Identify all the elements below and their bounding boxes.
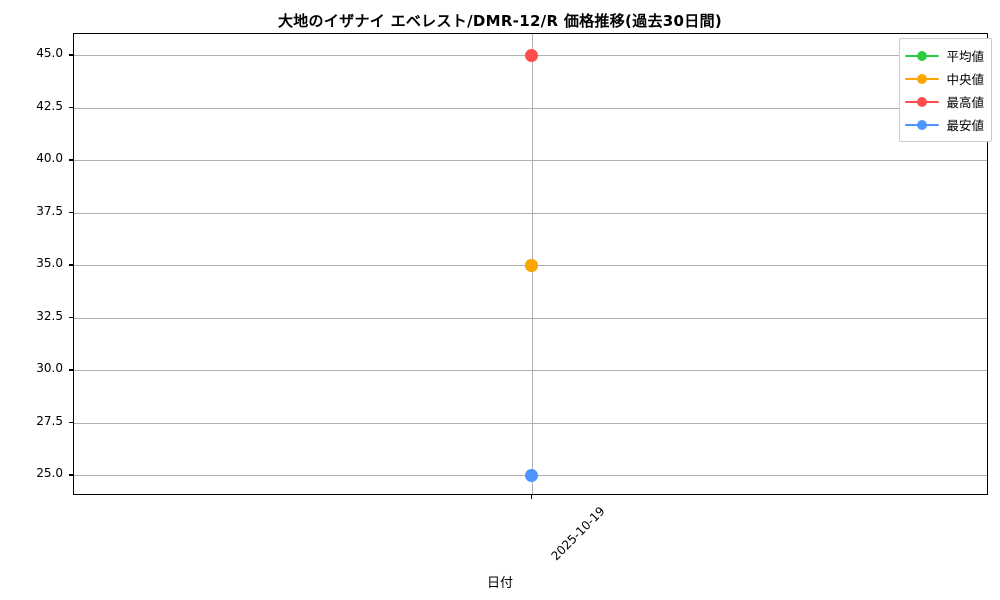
legend-marker-icon [905,72,940,85]
gridline-horizontal [74,160,987,161]
legend-item[interactable]: 最高値 [905,90,984,113]
y-tick-label: 45.0 [36,46,63,60]
data-point [525,48,538,62]
y-tick-mark [69,474,74,476]
y-tick-label: 27.5 [36,413,63,428]
data-point [525,258,538,272]
y-tick-label: 42.5 [36,98,63,113]
chart-legend: 平均値中央値最高値最安値 [899,38,992,142]
y-tick-label: 30.0 [36,361,63,375]
gridline-horizontal [74,317,987,319]
chart-title: 大地のイザナイ エベレスト/DMR-12/R 価格推移(過去30日間) [277,12,723,30]
data-point [525,468,538,482]
x-tick-mark [530,494,533,499]
y-tick-mark [69,106,74,109]
y-tick-mark [69,369,74,371]
y-tick-label: 40.0 [36,151,63,165]
x-axis-label: 日付 [486,576,513,591]
y-tick-label: 37.5 [36,203,63,218]
y-tick-label: 35.0 [36,256,63,270]
y-tick-label: 25.0 [36,466,63,480]
y-tick-mark [69,159,74,161]
legend-label: 平均値 [946,49,984,64]
gridline-horizontal [74,107,987,109]
y-tick-mark [69,316,74,319]
legend-marker-icon [905,118,940,131]
legend-marker-icon [905,49,940,62]
plot-area [69,33,988,499]
legend-label: 最高値 [946,95,984,110]
x-tick-label: 2025-10-19 [547,504,608,564]
legend-marker-icon [905,95,940,108]
legend-label: 最安値 [946,118,984,133]
y-tick-mark [69,264,74,266]
y-tick-label: 32.5 [36,308,63,323]
legend-item[interactable]: 最安値 [905,113,984,136]
y-tick-mark [69,211,74,214]
legend-item[interactable]: 中央値 [905,67,984,90]
gridline-horizontal [74,370,987,371]
legend-label: 中央値 [946,72,984,87]
y-tick-mark [69,421,74,424]
gridline-horizontal [74,212,987,214]
legend-item[interactable]: 平均値 [905,44,984,67]
y-tick-mark [69,54,74,56]
gridline-horizontal [74,422,987,424]
